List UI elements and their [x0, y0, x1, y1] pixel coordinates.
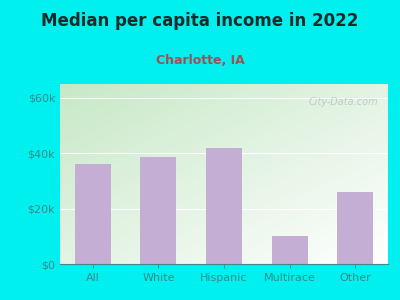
Bar [272, 236, 308, 264]
Bar [337, 192, 373, 264]
Text: City-Data.com: City-Data.com [308, 97, 378, 106]
Bar [75, 164, 111, 264]
Text: Median per capita income in 2022: Median per capita income in 2022 [41, 12, 359, 30]
Bar [140, 158, 176, 264]
Bar [206, 148, 242, 264]
Text: Charlotte, IA: Charlotte, IA [156, 54, 244, 67]
